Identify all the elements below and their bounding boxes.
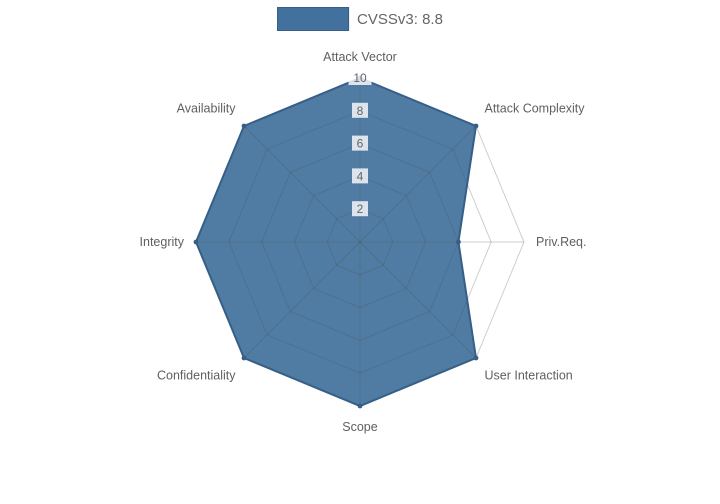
- tick-label: 6: [357, 137, 364, 151]
- tick-backdrop: [352, 135, 368, 151]
- legend-color-swatch[interactable]: [277, 7, 350, 31]
- grid-ring: [293, 175, 427, 309]
- chart-legend[interactable]: CVSSv3: 8.8: [277, 7, 443, 31]
- grid-spoke: [243, 241, 361, 359]
- data-point[interactable]: [357, 403, 363, 409]
- data-point[interactable]: [241, 355, 247, 361]
- tick-label: 10: [353, 71, 367, 85]
- axis-label-scope: Scope: [342, 420, 377, 434]
- tick-label: 2: [357, 202, 364, 216]
- grid-ring: [261, 143, 459, 341]
- grid-ring: [326, 208, 394, 276]
- data-point[interactable]: [473, 355, 479, 361]
- data-point[interactable]: [456, 239, 461, 245]
- grid-spoke: [243, 125, 361, 243]
- axis-label-confidentiality: Confidentiality: [157, 369, 236, 383]
- grid-ring: [228, 110, 492, 374]
- tick-backdrop: [352, 102, 368, 118]
- axis-label-attack-vector: Attack Vector: [323, 50, 397, 64]
- axis-label-user-interaction: User Interaction: [485, 369, 573, 383]
- grid-spoke: [359, 241, 477, 359]
- tick-label: 4: [357, 169, 364, 183]
- legend-label: CVSSv3: 8.8: [357, 10, 443, 28]
- data-polygon: [196, 78, 476, 406]
- grid-spoke: [359, 125, 477, 243]
- data-point[interactable]: [473, 123, 479, 129]
- axis-label-integrity: Integrity: [140, 235, 185, 249]
- data-point[interactable]: [241, 123, 247, 129]
- axis-label-attack-complexity: Attack Complexity: [485, 102, 586, 116]
- axis-label-availability: Availability: [177, 102, 237, 116]
- tick-label: 8: [357, 104, 364, 118]
- tick-backdrop: [352, 168, 368, 184]
- tick-backdrop: [348, 70, 372, 85]
- data-point[interactable]: [193, 239, 199, 245]
- tick-backdrop: [352, 201, 368, 217]
- axis-label-priv-req: Priv.Req.: [536, 235, 586, 249]
